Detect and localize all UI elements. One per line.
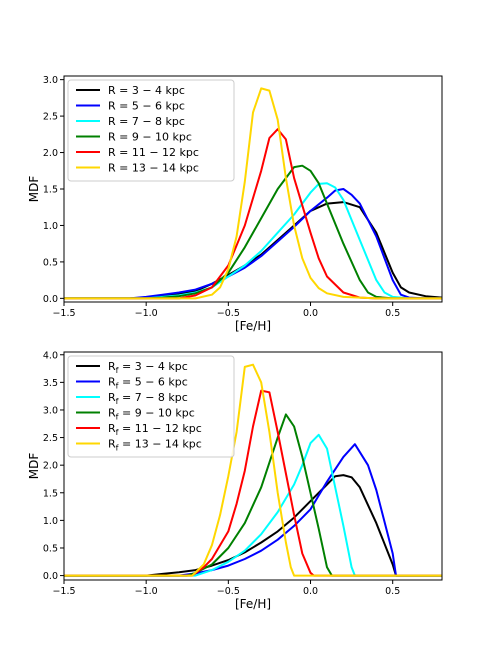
x-axis-label: [Fe/H] <box>235 319 271 333</box>
series-line-5 <box>64 128 442 300</box>
x-tick-label: −0.5 <box>217 586 240 597</box>
y-tick-label: 2.5 <box>43 433 58 444</box>
series-line-1 <box>64 201 443 300</box>
legend-item: Rf = 5 − 6 kpc <box>76 376 188 391</box>
legend-item: R = 11 − 12 kpc <box>76 146 199 159</box>
legend-label: R = 3 − 4 kpc <box>108 84 185 97</box>
legend-item: Rf = 3 − 4 kpc <box>76 360 188 375</box>
y-axis: 0.0 0.5 1.0 1.5 2.0 2.5 3.0 3.5 4.0 MDF <box>27 350 64 582</box>
legend-label: Rf = 7 − 8 kpc <box>108 391 188 406</box>
legend-item: Rf = 7 − 8 kpc <box>76 391 188 406</box>
y-tick-label: 2.0 <box>43 148 58 159</box>
y-axis-label: MDF <box>27 176 41 203</box>
y-tick-label: 2.5 <box>43 112 58 123</box>
series-lines <box>64 87 443 300</box>
y-tick-label: 2.0 <box>43 461 58 472</box>
legend: R = 3 − 4 kpc R = 5 − 6 kpc R = 7 − 8 kpc R… <box>67 79 235 182</box>
y-tick-label: 3.5 <box>43 378 58 389</box>
series-line-4 <box>64 164 442 300</box>
x-tick-label: −1.5 <box>52 586 75 597</box>
legend-label: R = 7 − 8 kpc <box>108 115 185 128</box>
legend-item: Rf = 9 − 10 kpc <box>76 407 195 422</box>
y-axis-label: MDF <box>27 453 41 480</box>
legend-item: R = 5 − 6 kpc <box>76 100 185 113</box>
x-tick-label: 0.5 <box>385 586 400 597</box>
legend-label: Rf = 11 − 12 kpc <box>108 422 202 437</box>
y-tick-label: 1.5 <box>43 488 58 499</box>
legend-label: Rf = 5 − 6 kpc <box>108 376 188 391</box>
legend-item: Rf = 11 − 12 kpc <box>76 422 202 437</box>
y-tick-label: 0.5 <box>43 257 58 268</box>
x-axis-label: [Fe/H] <box>235 597 271 611</box>
legend-label: R = 13 − 14 kpc <box>108 162 199 175</box>
series-lines <box>64 363 442 577</box>
legend-label: R = 9 − 10 kpc <box>108 131 192 144</box>
series-line-4 <box>64 413 442 577</box>
y-tick-label: 1.5 <box>43 185 58 196</box>
y-tick-label: 3.0 <box>43 75 58 86</box>
legend-item: Rf = 13 − 14 kpc <box>76 438 202 453</box>
legend-item: R = 7 − 8 kpc <box>76 115 185 128</box>
x-tick-label: 0.5 <box>385 308 400 319</box>
x-axis: −1.5 −1.0 −0.5 0.0 0.5 [Fe/H] <box>52 580 400 611</box>
chart-panel-2: −1.5 −1.0 −0.5 0.0 0.5 [Fe/H] 0.0 0.5 1.0 1.5 2.0 2… <box>27 350 443 611</box>
legend-label: Rf = 9 − 10 kpc <box>108 407 195 422</box>
x-tick-label: −1.0 <box>135 308 158 319</box>
y-tick-label: 0.0 <box>43 571 58 582</box>
legend-label: Rf = 13 − 14 kpc <box>108 438 202 453</box>
chart-panel-1: −1.5 −1.0 −0.5 0.0 0.5 [Fe/H] 0.0 0.5 1.0 1.5 2.0 2… <box>27 75 443 333</box>
x-tick-label: −1.5 <box>52 308 75 319</box>
plot-frame <box>63 351 443 581</box>
y-tick-label: 0.5 <box>43 543 58 554</box>
y-tick-label: 1.0 <box>43 221 58 232</box>
x-tick-label: −0.5 <box>217 308 240 319</box>
legend-label: Rf = 3 − 4 kpc <box>108 360 188 375</box>
series-line-2 <box>64 188 442 300</box>
legend-box <box>67 355 235 458</box>
y-tick-label: 0.0 <box>43 294 58 305</box>
y-tick-label: 4.0 <box>43 350 58 361</box>
legend-item: R = 13 − 14 kpc <box>76 162 199 175</box>
legend-box <box>67 79 235 182</box>
series-line-6 <box>64 363 442 577</box>
series-line-2 <box>64 443 442 577</box>
series-line-3 <box>64 433 442 577</box>
series-line-6 <box>64 87 442 300</box>
y-tick-label: 3.0 <box>43 405 58 416</box>
legend-item: R = 9 − 10 kpc <box>76 131 192 144</box>
x-tick-label: −1.0 <box>135 586 158 597</box>
legend-label: R = 11 − 12 kpc <box>108 146 199 159</box>
x-axis: −1.5 −1.0 −0.5 0.0 0.5 [Fe/H] <box>52 302 400 333</box>
y-tick-label: 1.0 <box>43 516 58 527</box>
legend-label: R = 5 − 6 kpc <box>108 100 185 113</box>
x-tick-label: 0.0 <box>303 308 318 319</box>
legend-item: R = 3 − 4 kpc <box>76 84 185 97</box>
series-line-5 <box>64 389 442 577</box>
y-axis: 0.0 0.5 1.0 1.5 2.0 2.5 3.0 MDF <box>27 75 64 305</box>
x-tick-label: 0.0 <box>303 586 318 597</box>
